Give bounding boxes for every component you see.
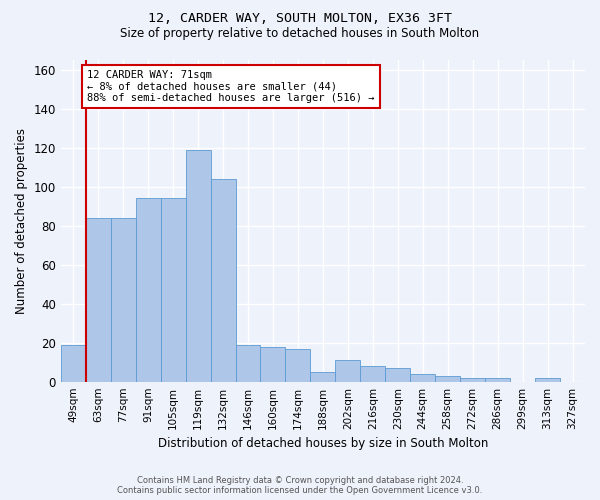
Text: Size of property relative to detached houses in South Molton: Size of property relative to detached ho… [121, 28, 479, 40]
Bar [185, 150, 211, 382]
Bar [310, 372, 335, 382]
Bar [286, 348, 310, 382]
Bar [161, 198, 185, 382]
Bar [111, 218, 136, 382]
Text: Contains HM Land Registry data © Crown copyright and database right 2024.
Contai: Contains HM Land Registry data © Crown c… [118, 476, 482, 495]
Bar [485, 378, 510, 382]
Bar [211, 179, 236, 382]
Bar [86, 218, 111, 382]
Text: 12, CARDER WAY, SOUTH MOLTON, EX36 3FT: 12, CARDER WAY, SOUTH MOLTON, EX36 3FT [148, 12, 452, 26]
Bar [260, 346, 286, 382]
Y-axis label: Number of detached properties: Number of detached properties [15, 128, 28, 314]
Bar [361, 366, 385, 382]
X-axis label: Distribution of detached houses by size in South Molton: Distribution of detached houses by size … [158, 437, 488, 450]
Bar [385, 368, 410, 382]
Bar [61, 344, 86, 382]
Bar [460, 378, 485, 382]
Bar [435, 376, 460, 382]
Bar [236, 344, 260, 382]
Bar [535, 378, 560, 382]
Bar [335, 360, 361, 382]
Text: 12 CARDER WAY: 71sqm
← 8% of detached houses are smaller (44)
88% of semi-detach: 12 CARDER WAY: 71sqm ← 8% of detached ho… [87, 70, 374, 103]
Bar [410, 374, 435, 382]
Bar [136, 198, 161, 382]
